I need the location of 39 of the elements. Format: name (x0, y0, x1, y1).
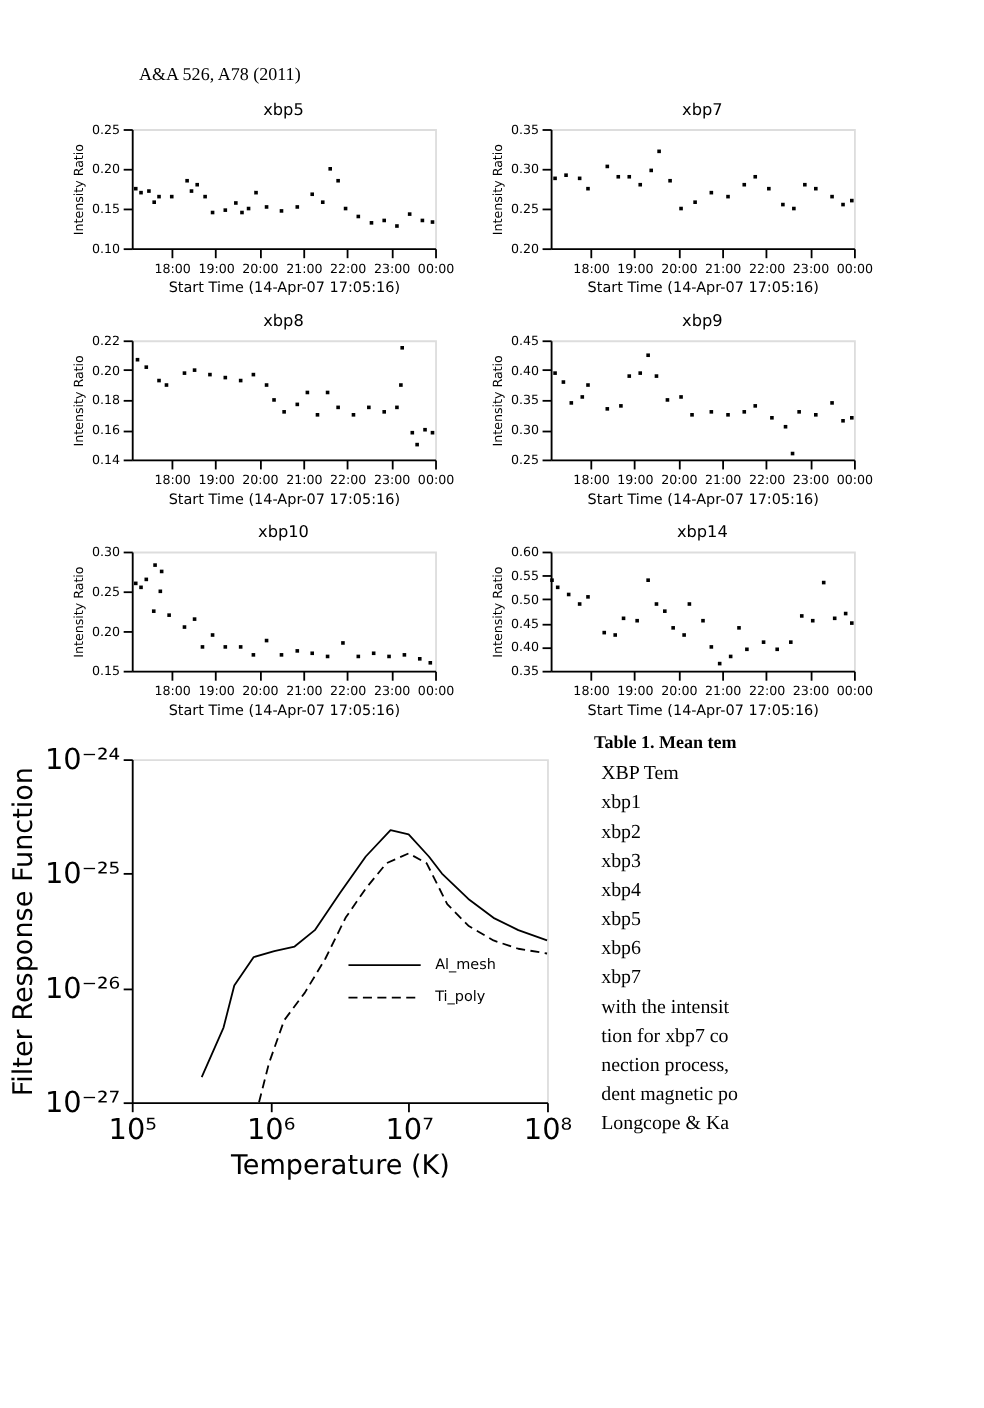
y-axis-title: Filter Response Function (8, 766, 41, 1097)
text: tion for xbp7 co (601, 1025, 729, 1048)
y-tick-label: 10⁻²⁵ (44, 859, 121, 892)
y-tick-label: 10⁻²⁴ (44, 745, 121, 778)
text: XBP Tem (601, 763, 680, 786)
chart-title: xbp10 (258, 521, 309, 542)
chart-title: xbp14 (676, 521, 728, 542)
x-axis-title: Start Time (14-Apr-07 17:05:16) (168, 700, 401, 719)
text: Longcope & Ka (601, 1113, 731, 1136)
chart-title: xbp8 (263, 309, 304, 330)
text: xbp6 (601, 938, 641, 961)
x-axis-title: Start Time (14-Apr-07 17:05:16) (587, 700, 820, 719)
text: A&A 526, A78 (2011) (139, 64, 301, 85)
chart-title: xbp9 (682, 309, 723, 330)
chart-title: xbp5 (263, 98, 304, 119)
text: xbp4 (601, 879, 641, 902)
text: xbp2 (601, 821, 641, 844)
x-axis-title: Start Time (14-Apr-07 17:05:16) (168, 489, 401, 508)
x-tick-label: 10⁷ (385, 1115, 435, 1148)
text: nection process, (601, 1054, 730, 1077)
legend-label: Ti_poly (433, 987, 487, 1006)
text: Table 1. Mean tem (594, 732, 738, 753)
x-tick-label: 10⁵ (108, 1115, 158, 1148)
text: xbp1 (601, 792, 641, 815)
text: with the intensit (601, 996, 730, 1019)
chart-title: xbp7 (682, 98, 723, 119)
x-axis-title: Temperature (K) (228, 1149, 450, 1182)
legend-label: Al_mesh (435, 954, 496, 973)
text: xbp5 (601, 909, 641, 932)
y-tick-label: 10⁻²⁷ (44, 1088, 121, 1121)
x-tick-label: 10⁸ (523, 1115, 573, 1148)
x-axis-title: Start Time (14-Apr-07 17:05:16) (168, 278, 401, 297)
x-tick-label: 10⁶ (246, 1115, 296, 1148)
text: xbp3 (601, 850, 641, 873)
text: dent magnetic po (601, 1084, 738, 1107)
y-tick-label: 10⁻²⁶ (44, 973, 121, 1006)
x-axis-title: Start Time (14-Apr-07 17:05:16) (587, 278, 820, 297)
x-axis-title: Start Time (14-Apr-07 17:05:16) (587, 489, 820, 508)
text: xbp7 (601, 967, 641, 990)
